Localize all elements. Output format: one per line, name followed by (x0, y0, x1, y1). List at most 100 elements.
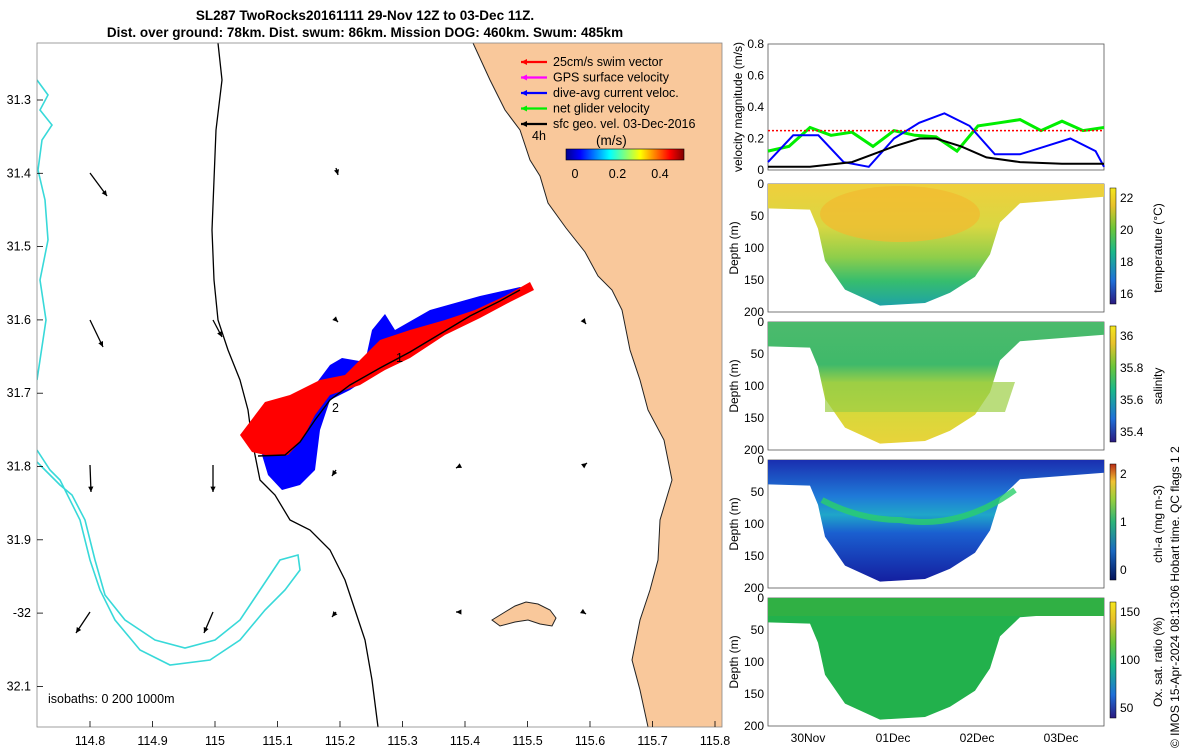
velocity-ylabel: velocity magnitude (m/s) (731, 42, 745, 172)
depth-tick: 50 (751, 485, 765, 499)
date-tick: 02Dec (960, 731, 995, 745)
map-lon-tick: 114.9 (137, 734, 167, 748)
date-tick: 30Nov (791, 731, 826, 745)
geostrophic-arrows (75, 167, 588, 634)
section-colorbar (1109, 325, 1117, 443)
colorbar-tick: 0 (1120, 563, 1127, 577)
legend-label: dive-avg current veloc. (553, 86, 679, 100)
credit-line: © IMOS 15-Apr-2024 08:13:06 Hobart time.… (1168, 446, 1182, 748)
map-lat-tick: 31.4 (7, 166, 31, 180)
coastline-0m (472, 43, 673, 727)
depth-label: Depth (m) (727, 359, 741, 412)
colorbar-label: Ox. sat. ratio (%) (1151, 617, 1165, 707)
map-lat-tick: 31.5 (7, 240, 31, 254)
velocity-series-net (767, 118, 1105, 154)
map-lon-tick: 115.8 (700, 734, 730, 748)
depth-tick: 150 (744, 273, 764, 287)
geo-arrow-head (217, 331, 222, 337)
title-line-2: Dist. over ground: 78km. Dist. swum: 86k… (106, 25, 624, 40)
velocity-ytick: 0.4 (747, 100, 764, 114)
colorbar-tick: 0.2 (609, 167, 626, 181)
depth-tick: 0 (757, 453, 764, 467)
geo-arrow-head (332, 316, 338, 322)
geo-arrow-head (210, 486, 216, 492)
swim-vector-swath (240, 282, 534, 456)
depth-tick: 100 (744, 379, 764, 393)
legend-label: GPS surface velocity (553, 71, 670, 85)
velocity-ytick: 0.6 (747, 69, 764, 83)
map-lat-tick: 31.8 (7, 460, 31, 474)
legend-swatch-head (521, 90, 527, 96)
section-data (768, 598, 1104, 720)
colorbar-tick: 18 (1120, 255, 1134, 269)
geo-arrow-head (456, 609, 462, 615)
figure-title: SL287 TwoRocks20161111 29-Nov 12Z to 03-… (20, 7, 710, 41)
map-legend: 25cm/s swim vector GPS surface velocitydi… (521, 55, 695, 131)
map-lon-tick: 115.7 (637, 734, 667, 748)
depth-label: Depth (m) (727, 635, 741, 688)
geo-arrow-head (456, 463, 462, 468)
isobath-note: isobaths: 0 200 1000m (48, 692, 174, 706)
colorbar-tick: 16 (1120, 287, 1134, 301)
colorbar-unit: (m/s) (596, 133, 627, 148)
colorbar-tick: 35.4 (1120, 425, 1144, 439)
depth-tick: 100 (744, 241, 764, 255)
velocity-series-sfc (768, 137, 1104, 168)
section-panel-1: 0 50 100 150 200 Depth (m) 22 20 18 16 temperature… (727, 177, 1165, 319)
velocity-series-dive-avg (767, 112, 1105, 168)
map-lat-tick: 31.3 (7, 93, 31, 107)
geo-arrow-head (332, 470, 338, 476)
geo-arrow-head (580, 608, 586, 614)
map-lat-tick: 31.7 (7, 386, 31, 400)
speed-colorbar (565, 148, 685, 161)
map-lon-tick: 115.4 (450, 734, 480, 748)
section-colorbar (1109, 463, 1117, 581)
depth-tick: 200 (744, 443, 764, 457)
geo-arrow-head (203, 627, 209, 633)
geo-arrow-head (334, 169, 340, 175)
legend-hour-label: 4h (532, 129, 546, 143)
depth-tick: 200 (744, 581, 764, 595)
depth-tick: 0 (757, 591, 764, 605)
legend-swatch-head (521, 74, 527, 81)
geo-arrow-head (332, 611, 338, 617)
map-lat-tick: -32 (13, 606, 31, 620)
depth-tick: 100 (744, 655, 764, 669)
salinity-band (825, 382, 1015, 412)
depth-tick: 100 (744, 517, 764, 531)
map-lat-tick: 31.6 (7, 313, 31, 327)
colorbar-tick: 36 (1120, 329, 1134, 343)
map-lon-tick: 115 (205, 734, 225, 748)
colorbar-tick: 22 (1120, 191, 1134, 205)
geo-arrow-head (98, 341, 104, 347)
section-colorbar (1109, 601, 1117, 719)
legend-label: sfc geo. vel. 03-Dec-2016 (553, 117, 695, 131)
map-lat-tick: 31.9 (7, 533, 31, 547)
depth-label: Depth (m) (727, 497, 741, 550)
colorbar-tick: 1 (1120, 515, 1127, 529)
colorbar-label: salinity (1151, 368, 1165, 405)
glider-track (257, 289, 521, 457)
track-label-2: 2 (332, 401, 339, 415)
title-line-1: SL287 TwoRocks20161111 29-Nov 12Z to 03-… (195, 8, 535, 23)
colorbar-tick: 0.4 (651, 167, 668, 181)
colorbar-tick: 150 (1120, 605, 1140, 619)
velocity-ytick: 0 (757, 163, 764, 177)
section-panel-3: 0 50 100 150 200 Depth (m) 2 1 0 chl-a (mg m-3) (727, 453, 1165, 595)
surface-layer (768, 598, 1104, 616)
date-tick: 03Dec (1044, 731, 1079, 745)
depth-tick: 150 (744, 687, 764, 701)
depth-tick: 150 (744, 549, 764, 563)
geo-arrow-head (580, 318, 586, 324)
legend-label: 25cm/s swim vector (553, 55, 663, 69)
depth-tick: 50 (751, 347, 765, 361)
map-lon-tick: 114.8 (75, 734, 105, 748)
depth-label: Depth (m) (727, 221, 741, 274)
legend-label: net glider velocity (553, 102, 650, 116)
colorbar-label: temperature (°C) (1151, 203, 1165, 293)
geo-arrow-head (76, 627, 82, 633)
depth-tick: 150 (744, 411, 764, 425)
geo-arrow-head (101, 190, 107, 196)
